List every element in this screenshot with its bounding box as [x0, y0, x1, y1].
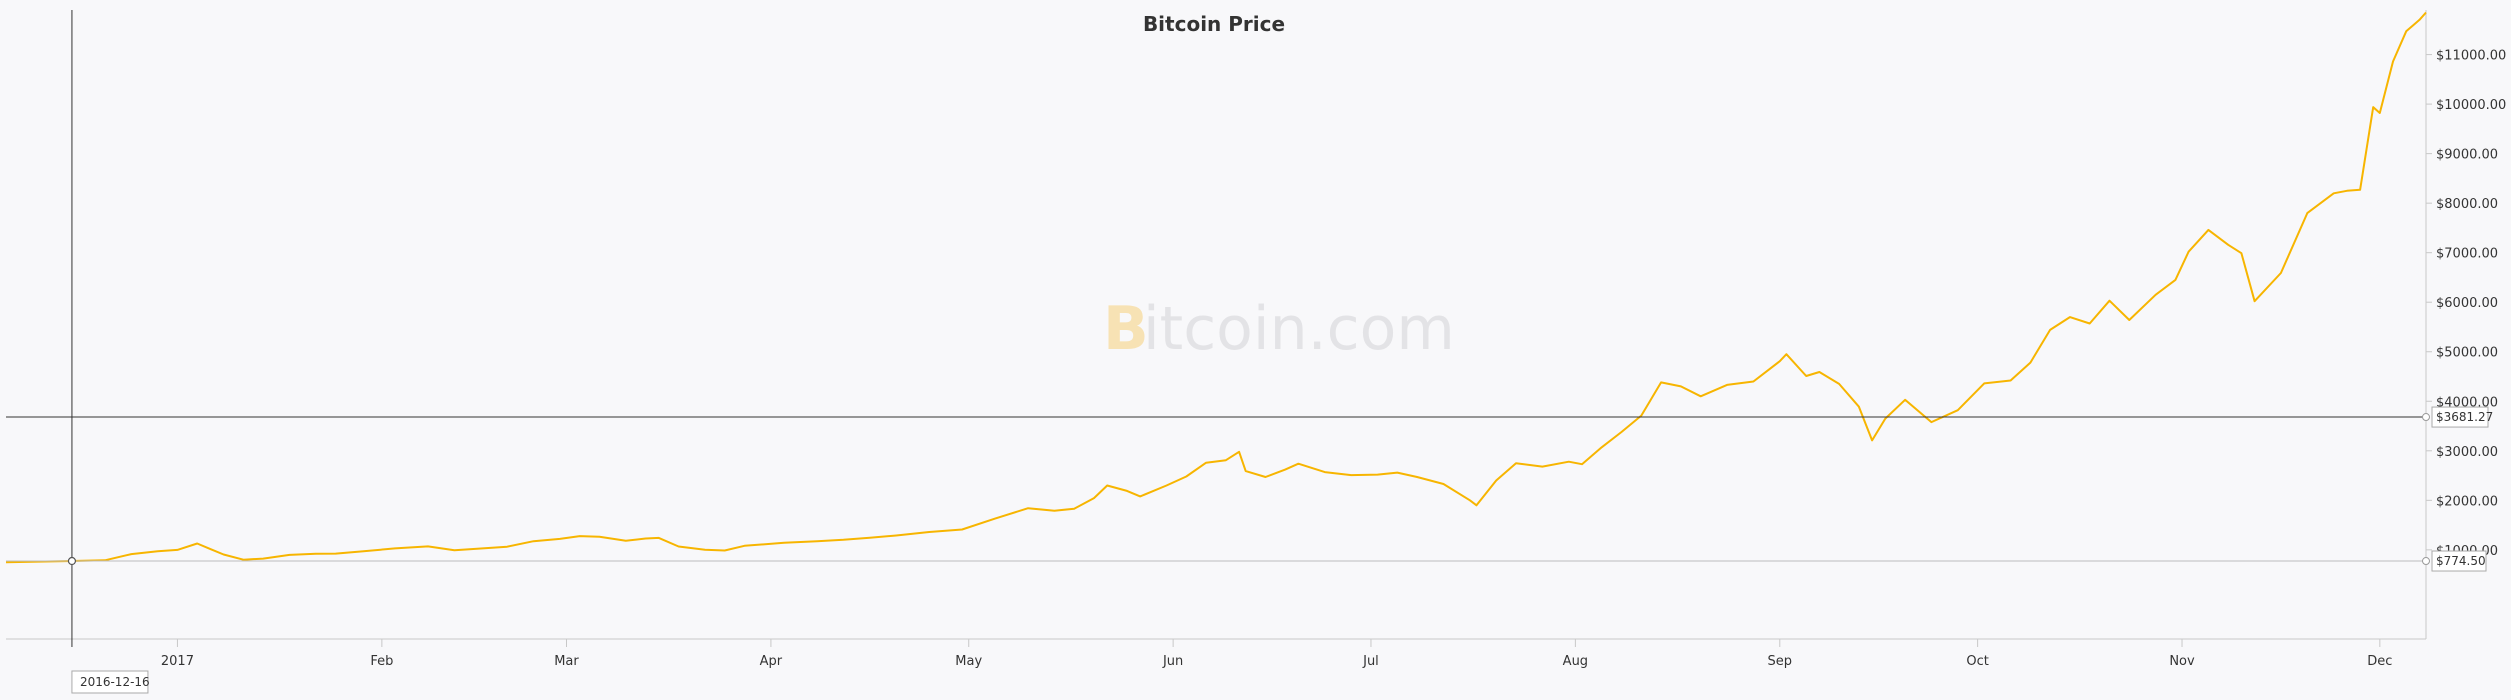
low-price-text: $774.50 — [2436, 554, 2486, 568]
x-tick-label: Dec — [2367, 654, 2392, 669]
x-tick-label: Oct — [1966, 654, 1988, 669]
y-tick-label: $6000.00 — [2436, 296, 2498, 311]
low-price-end-point — [2422, 557, 2430, 566]
low-price-label: $774.50 — [2431, 550, 2487, 572]
y-tick-label: $3000.00 — [2436, 445, 2498, 460]
x-tick-label: Aug — [1563, 654, 1588, 669]
y-axis-ticks: $1000.00$2000.00$3000.00$4000.00$5000.00… — [2426, 49, 2506, 559]
x-tick-label: May — [955, 654, 982, 669]
y-tick-label: $11000.00 — [2436, 49, 2506, 64]
bitcoin-price-line[interactable] — [5, 11, 2427, 564]
watermark: B itcoin.com — [1103, 294, 1455, 364]
y-tick-label: $10000.00 — [2436, 98, 2506, 113]
y-tick-label: $2000.00 — [2436, 494, 2498, 509]
x-tick-label: Feb — [370, 654, 393, 669]
watermark-text: itcoin.com — [1143, 294, 1455, 364]
y-tick-label: $9000.00 — [2436, 148, 2498, 163]
x-tick-label: Apr — [760, 654, 783, 669]
chart-title: Bitcoin Price — [1143, 12, 1285, 36]
x-tick-label: Jun — [1162, 654, 1183, 669]
crosshair-date-text: 2016-12-16 — [80, 675, 150, 689]
crosshair-date-label: 2016-12-16 — [71, 670, 150, 694]
x-tick-label: 2017 — [161, 654, 194, 669]
crosshair-price-text: $3681.27 — [2436, 410, 2493, 424]
crosshair: $3681.27 $774.50 2016-12-16 — [6, 10, 2493, 694]
x-tick-label: Mar — [554, 654, 579, 669]
x-tick-label: Jul — [1362, 654, 1379, 669]
watermark-b: B — [1103, 294, 1149, 364]
crosshair-end-point — [2422, 413, 2430, 422]
y-tick-label: $5000.00 — [2436, 346, 2498, 361]
y-tick-label: $8000.00 — [2436, 197, 2498, 212]
x-tick-label: Sep — [1768, 654, 1793, 669]
crosshair-point — [67, 556, 77, 566]
crosshair-price-label: $3681.27 — [2431, 406, 2493, 428]
y-tick-label: $4000.00 — [2436, 395, 2498, 410]
x-axis-ticks: 2017 Feb Mar Apr May Jun Jul Aug Sep Oct Nov Dec — [161, 639, 2392, 669]
x-tick-label: Nov — [2169, 654, 2195, 669]
y-tick-label: $7000.00 — [2436, 247, 2498, 262]
